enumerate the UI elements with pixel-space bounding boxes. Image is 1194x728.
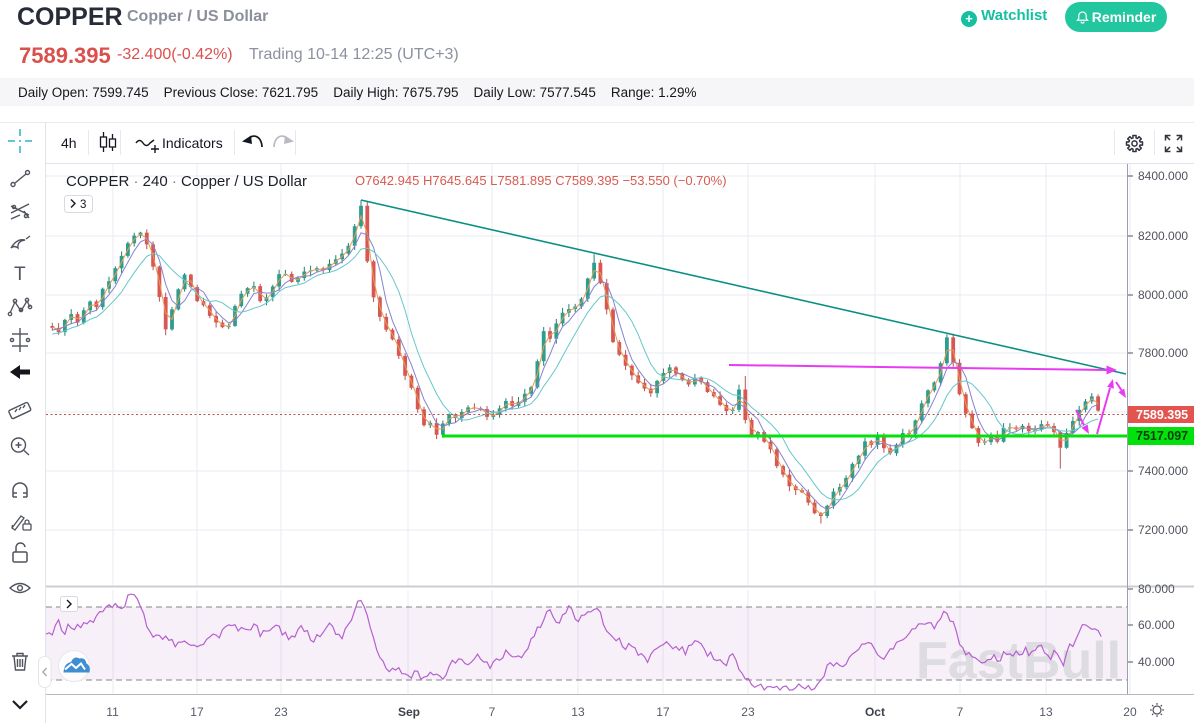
svg-text:7200.000: 7200.000 — [1138, 523, 1188, 537]
svg-text:7517.097: 7517.097 — [1136, 429, 1188, 443]
svg-text:Oct: Oct — [865, 705, 885, 719]
svg-text:COPPER · 240 · Copper / US Dol: COPPER · 240 · Copper / US Dollar — [66, 173, 307, 190]
svg-text:7589.395: 7589.395 — [1136, 408, 1188, 422]
svg-text:17: 17 — [656, 705, 670, 719]
svg-text:7: 7 — [957, 705, 964, 719]
svg-text:8200.000: 8200.000 — [1138, 229, 1188, 243]
svg-text:8000.000: 8000.000 — [1138, 288, 1188, 302]
svg-text:23: 23 — [274, 705, 288, 719]
svg-text:7800.000: 7800.000 — [1138, 346, 1188, 360]
svg-text:80.000: 80.000 — [1138, 582, 1175, 596]
svg-text:Sep: Sep — [398, 705, 420, 719]
svg-text:7400.000: 7400.000 — [1138, 464, 1188, 478]
svg-text:T: T — [14, 264, 26, 285]
svg-text:O7642.945 H7645.645 L7581.895: O7642.945 H7645.645 L7581.895 C7589.395 … — [355, 173, 727, 188]
svg-text:20: 20 — [1123, 705, 1137, 719]
svg-text:17: 17 — [190, 705, 204, 719]
svg-text:Indicators: Indicators — [162, 135, 223, 151]
svg-text:8400.000: 8400.000 — [1138, 169, 1188, 183]
svg-text:3: 3 — [80, 199, 86, 211]
svg-text:11: 11 — [106, 705, 119, 719]
svg-text:7: 7 — [489, 705, 496, 719]
svg-text:FastBull: FastBull — [916, 632, 1121, 690]
svg-text:4h: 4h — [61, 135, 77, 151]
svg-text:23: 23 — [741, 705, 755, 719]
svg-text:40.000: 40.000 — [1138, 655, 1175, 669]
svg-text:60.000: 60.000 — [1138, 618, 1175, 632]
svg-text:13: 13 — [571, 705, 585, 719]
svg-text:13: 13 — [1039, 705, 1053, 719]
